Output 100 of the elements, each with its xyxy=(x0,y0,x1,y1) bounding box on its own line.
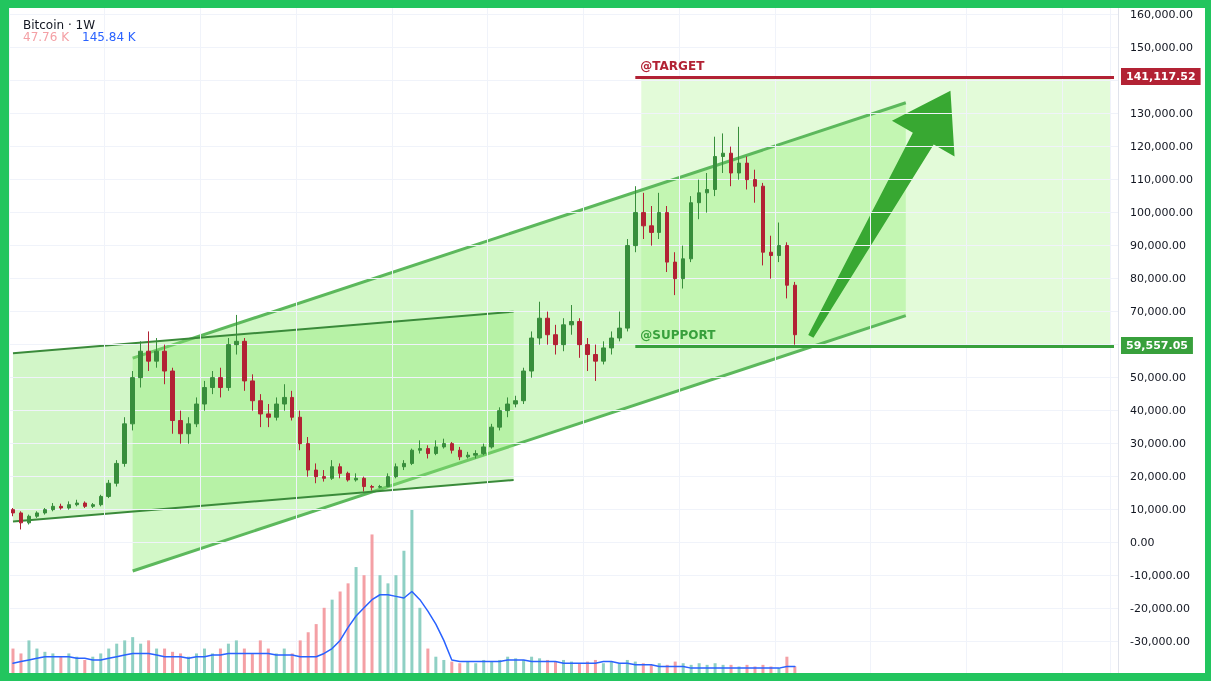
y-tick-label: 110,000.00 xyxy=(1130,173,1193,187)
bar xyxy=(410,510,414,673)
y-tick-label: 70,000.00 xyxy=(1130,305,1186,319)
bar xyxy=(242,648,246,673)
candlestick xyxy=(114,459,119,488)
y-tick-label: 130,000.00 xyxy=(1130,107,1193,121)
bar xyxy=(19,653,23,673)
bar xyxy=(458,663,462,673)
candlestick xyxy=(561,317,566,352)
bar xyxy=(194,653,198,673)
candlestick xyxy=(59,503,63,511)
bar xyxy=(466,661,470,673)
bar xyxy=(83,659,87,673)
candlestick xyxy=(91,502,95,509)
y-tick-label: 80,000.00 xyxy=(1130,272,1186,286)
candlestick xyxy=(362,476,366,492)
candlestick xyxy=(458,446,462,461)
bar xyxy=(546,659,550,673)
candlestick xyxy=(306,436,310,478)
y-tick-label: 50,000.00 xyxy=(1130,371,1186,385)
candlestick xyxy=(338,462,342,479)
candlestick xyxy=(282,383,287,412)
candlestick xyxy=(697,179,701,220)
candlestick xyxy=(106,479,111,499)
candlestick xyxy=(290,390,294,422)
bar xyxy=(338,591,342,673)
bar xyxy=(330,599,334,673)
candlestick xyxy=(537,301,542,346)
candlestick xyxy=(274,396,279,422)
candlestick xyxy=(122,416,127,468)
bar xyxy=(426,648,430,673)
candlestick xyxy=(761,182,765,266)
bar xyxy=(123,640,127,673)
bar xyxy=(147,640,151,673)
y-tick-label: 90,000.00 xyxy=(1130,239,1186,253)
bar xyxy=(474,663,478,673)
candlestick xyxy=(75,499,79,507)
text: 59,557.05 xyxy=(1126,339,1188,353)
bar xyxy=(202,648,206,673)
candlestick xyxy=(593,344,598,382)
bar xyxy=(442,659,446,673)
candlestick xyxy=(346,471,350,483)
text: Bitcoin · 1W xyxy=(23,18,96,32)
candlestick xyxy=(769,235,773,280)
bar xyxy=(609,661,613,673)
bar xyxy=(27,640,31,673)
candlestick xyxy=(250,373,255,412)
bar xyxy=(386,583,390,673)
candlestick xyxy=(729,146,733,187)
candlestick xyxy=(513,395,518,408)
bar xyxy=(115,643,119,673)
bar xyxy=(306,632,310,673)
ref-line-label: @TARGET xyxy=(640,58,706,73)
candlestick xyxy=(298,410,302,451)
candlestick xyxy=(418,439,422,455)
candlestick xyxy=(673,251,677,296)
candlestick xyxy=(178,410,183,445)
bar xyxy=(234,640,238,673)
candlestick xyxy=(314,462,318,484)
candlestick xyxy=(410,448,414,466)
bar xyxy=(298,640,302,673)
bar xyxy=(785,656,789,673)
candlestick xyxy=(489,423,494,450)
candlestick xyxy=(138,340,143,389)
bar xyxy=(490,661,494,673)
bar xyxy=(163,648,167,673)
candlestick xyxy=(545,311,550,346)
bar xyxy=(139,643,143,673)
bar xyxy=(378,575,382,673)
candlestick xyxy=(226,337,231,392)
candlestick xyxy=(370,484,374,491)
candlestick xyxy=(721,132,725,174)
bar xyxy=(43,651,47,673)
y-tick-label: 160,000.00 xyxy=(1130,8,1193,22)
y-tick-label: -20,000.00 xyxy=(1130,602,1190,616)
bar xyxy=(250,653,254,673)
candlestick xyxy=(210,370,215,395)
y-tick-label: 120,000.00 xyxy=(1130,140,1193,154)
candlestick xyxy=(378,484,382,489)
bar xyxy=(282,648,286,673)
y-tick-label: -10,000.00 xyxy=(1130,569,1190,583)
candlestick xyxy=(665,205,669,273)
bar xyxy=(218,648,222,673)
candlestick xyxy=(266,403,271,428)
candlestick xyxy=(793,281,797,346)
y-tick-label: 30,000.00 xyxy=(1130,437,1186,451)
candlestick xyxy=(585,337,590,372)
bar xyxy=(434,656,438,673)
bar xyxy=(51,653,55,673)
candlestick xyxy=(394,462,398,479)
candlestick xyxy=(737,126,741,181)
candlestick xyxy=(753,169,757,204)
candlestick xyxy=(99,494,103,507)
candlestick xyxy=(67,500,71,511)
bar xyxy=(274,653,278,673)
bar xyxy=(266,648,270,673)
candlestick xyxy=(330,459,334,481)
bar xyxy=(362,575,366,673)
y-tick-label: 0.00 xyxy=(1130,536,1155,550)
text: 141,117.52 xyxy=(1126,69,1196,83)
